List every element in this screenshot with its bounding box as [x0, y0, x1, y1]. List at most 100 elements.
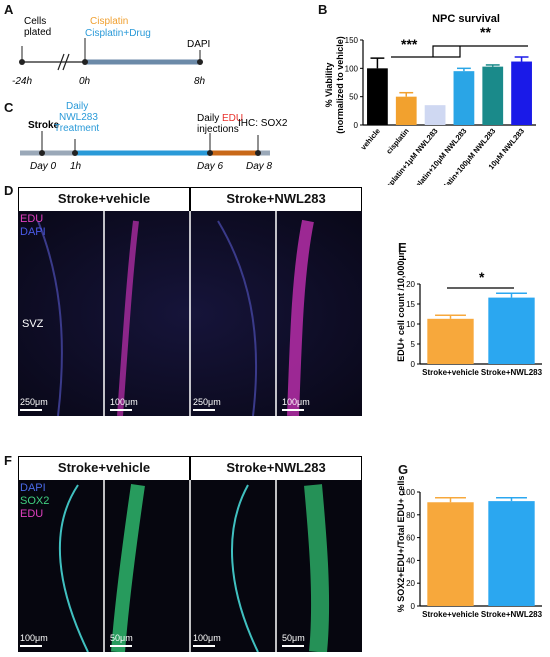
- injections-label: injections: [197, 124, 239, 135]
- x-tick-label: Stroke+vehicle: [422, 368, 479, 377]
- scale-bar: [110, 645, 132, 647]
- bar-1: [427, 318, 474, 364]
- svz-sox2-band: [58, 484, 89, 652]
- scale-bar: [110, 409, 132, 411]
- y-tick-label: 40: [406, 556, 415, 565]
- y-tick-label: 10: [406, 320, 415, 329]
- timepoint-marker: [207, 150, 213, 156]
- x-tick-label: vehicle: [359, 127, 382, 152]
- treatment-label: Daily NWL283 Treatment: [54, 101, 99, 134]
- header-stroke-vehicle-f: Stroke+vehicle: [18, 456, 190, 480]
- scale-label: 100μm: [193, 633, 221, 643]
- x-tick-label: cisplatin: [384, 126, 411, 155]
- y-tick-label: 0: [411, 360, 416, 369]
- chart-g-ylabel: % SOX2+EDU+/Total EDU+ cells: [396, 476, 406, 613]
- channel-label-edu: EDU: [20, 508, 44, 520]
- scale-label: 250μm: [20, 397, 48, 407]
- y-tick-label: 20: [406, 579, 415, 588]
- panel-label-d: D: [4, 183, 14, 198]
- channel-label-dapi: DAPI: [20, 226, 46, 238]
- x-tick-label: Stroke+vehicle: [422, 610, 479, 619]
- timepoint-marker: [72, 150, 78, 156]
- y-tick-label: 0: [411, 602, 416, 611]
- chart-b-ylabel: % Viability(normalized to vehicle): [324, 36, 345, 134]
- sig-stars: ***: [401, 36, 418, 52]
- scale-bar: [282, 645, 304, 647]
- cisplatin-drug-label: Cisplatin+Drug: [85, 28, 151, 39]
- time-label: Day 8: [246, 161, 273, 172]
- micrograph-f: [18, 480, 362, 652]
- chart-b-title: NPC survival: [432, 13, 500, 25]
- chart-g: % SOX2+EDU+/Total EDU+ cells 0 20 40 60 80 10…: [396, 476, 543, 619]
- x-tick-label: Stroke+NWL283: [481, 368, 543, 377]
- timepoint-marker: [197, 59, 203, 65]
- scale-bar: [20, 409, 42, 411]
- panel-label-g: G: [398, 462, 409, 477]
- channel-label-dapi: DAPI: [20, 482, 46, 494]
- y-tick-label: 50: [349, 93, 358, 102]
- header-stroke-nwl283-f: Stroke+NWL283: [190, 456, 362, 480]
- bar-6: [511, 61, 532, 125]
- scale-label: 100μm: [20, 633, 48, 643]
- svz-label: SVZ: [22, 318, 44, 330]
- panel-label-e: E: [398, 240, 407, 255]
- scale-bar: [282, 409, 304, 411]
- scale-bar: [20, 645, 42, 647]
- chart-e-ylabel: EDU+ cell count /10,000μm2: [396, 252, 406, 362]
- y-tick-label: 5: [411, 340, 416, 349]
- channel-label-edu: EDU: [20, 213, 44, 225]
- y-tick-label: 15: [406, 300, 415, 309]
- micrograph-d: [18, 211, 362, 416]
- y-tick-label: 60: [406, 534, 415, 543]
- bar-4: [453, 71, 475, 125]
- scale-bar: [193, 645, 215, 647]
- panel-label-a: A: [4, 2, 14, 17]
- timeline-c: Stroke Daily NWL283 Treatment Daily EDU in…: [20, 101, 288, 172]
- channel-label-sox2: SOX2: [20, 495, 50, 507]
- x-tick-label: Stroke+NWL283: [481, 610, 543, 619]
- scale-label: 250μm: [193, 397, 221, 407]
- timepoint-marker: [19, 59, 25, 65]
- panel-label-f: F: [4, 453, 12, 468]
- time-label: Day 6: [197, 161, 224, 172]
- time-label: Day 0: [30, 161, 57, 172]
- cells-plated-label: Cells plated: [24, 16, 51, 38]
- bar-5: [482, 66, 504, 125]
- time-label: 1h: [70, 161, 82, 172]
- y-tick-label: 80: [406, 511, 415, 520]
- bar-2: [488, 501, 535, 606]
- scale-label: 50μm: [110, 633, 133, 643]
- chart-b: NPC survival % Viability(normalized to v…: [324, 13, 536, 185]
- tissue-edge: [37, 220, 63, 416]
- time-label: 8h: [194, 76, 206, 87]
- time-label: -24h: [12, 76, 32, 87]
- cisplatin-label: Cisplatin: [90, 16, 128, 27]
- ihc-label: IHC: SOX2: [238, 118, 288, 129]
- bar-1: [367, 68, 388, 125]
- bar-2: [395, 96, 417, 125]
- svz-edu-band: [117, 220, 139, 416]
- y-tick-label: 20: [406, 280, 415, 289]
- chart-e: EDU+ cell count /10,000μm2 0 5 10 15 20 Stro…: [396, 252, 543, 377]
- timepoint-marker: [255, 150, 261, 156]
- header-stroke-vehicle: Stroke+vehicle: [18, 187, 190, 211]
- bar-2: [488, 297, 535, 364]
- panel-label-c: C: [4, 100, 14, 115]
- y-tick-label: 0: [354, 121, 359, 130]
- significance-bracket: [391, 45, 528, 58]
- daily-edu-label: Daily EDU: [197, 113, 243, 124]
- y-tick-label: 150: [345, 36, 359, 45]
- y-tick-label: 100: [345, 64, 359, 73]
- sig-stars: *: [479, 269, 485, 285]
- scale-label: 100μm: [110, 397, 138, 407]
- timepoint-marker: [39, 150, 45, 156]
- dapi-label: DAPI: [187, 39, 210, 50]
- timepoint-marker: [82, 59, 88, 65]
- stroke-label: Stroke: [28, 120, 60, 131]
- bar-1: [427, 502, 474, 606]
- scale-label: 50μm: [282, 633, 305, 643]
- header-stroke-nwl283: Stroke+NWL283: [190, 187, 362, 211]
- bar-3: [424, 105, 446, 125]
- y-tick-label: 100: [402, 488, 416, 497]
- axis-break-mark: [57, 53, 65, 71]
